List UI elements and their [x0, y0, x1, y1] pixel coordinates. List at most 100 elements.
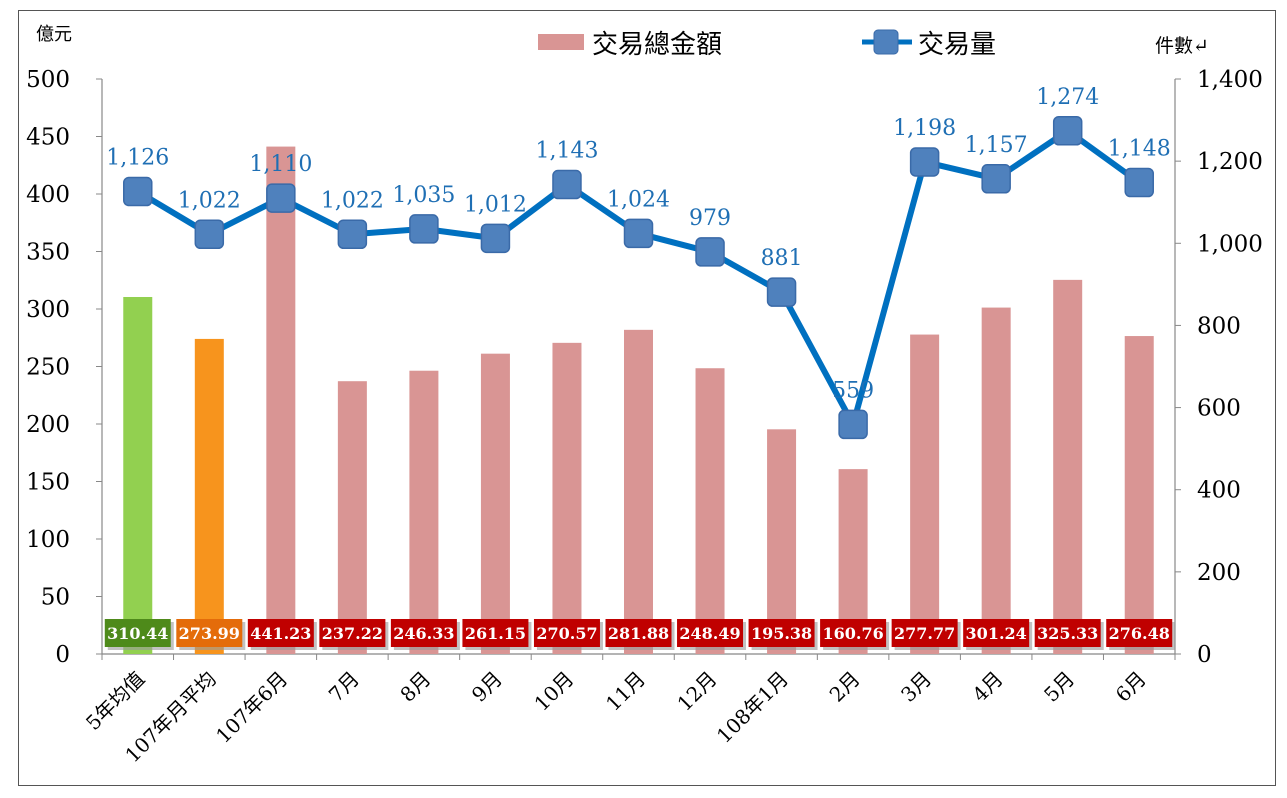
y-left-axis-title: 億元 — [36, 24, 72, 45]
line-data-label: 1,022 — [321, 188, 384, 213]
bar — [123, 296, 153, 654]
legend: 交易總金額 交易量 — [538, 29, 996, 60]
bar-label-box — [1034, 619, 1101, 647]
x-tick-label: 8月 — [395, 667, 435, 707]
bar — [624, 329, 653, 654]
legend-bar-label: 交易總金額 — [592, 30, 722, 60]
y-left-tick-label: 0 — [55, 642, 70, 668]
bar-label-box — [390, 619, 457, 647]
y-left-tick-label: 250 — [26, 355, 70, 381]
bar-data-label: 248.49 — [679, 624, 740, 643]
y-right-tick-label: 1,200 — [1197, 149, 1263, 175]
y-left-tick-label: 450 — [26, 125, 70, 151]
bar-data-label: 160.76 — [822, 624, 883, 643]
bar-label-box — [462, 619, 529, 647]
y-right-tick-label: 1,000 — [1197, 231, 1263, 257]
x-tick-label: 5年均值 — [81, 667, 149, 735]
y-left-tick-label: 200 — [26, 412, 70, 438]
bar-data-label: 261.15 — [465, 624, 526, 643]
y-left-tick-label: 400 — [26, 182, 70, 208]
legend-line-marker — [873, 29, 899, 55]
y-right-tick-label: 800 — [1197, 313, 1241, 339]
bar — [910, 334, 940, 654]
y-right-axis-title: 件數↵ — [1155, 35, 1209, 57]
y-left-tick-label: 350 — [26, 240, 70, 266]
data-labels-group: 1,126 1,022 1,110 1,022 1,035 1,012 1,143 1,024… — [104, 85, 1176, 650]
bar-label-box — [247, 619, 314, 647]
y-right-tick-label: 200 — [1197, 560, 1241, 586]
line-data-label: 1,143 — [535, 139, 598, 164]
x-tick-label: 2月 — [825, 667, 865, 707]
x-tick-label: 6月 — [1111, 667, 1151, 707]
bar-label-box — [891, 619, 958, 647]
x-tick-label: 11月 — [601, 667, 650, 716]
bars-group — [123, 146, 1154, 654]
bar-data-label: 273.99 — [179, 624, 240, 643]
y-left-tick-label: 100 — [26, 527, 70, 553]
bar-data-label: 270.57 — [536, 624, 597, 643]
line-marker — [337, 219, 368, 249]
x-tick-label: 108年1月 — [712, 667, 793, 748]
x-tick-label: 9月 — [467, 667, 507, 707]
line-marker — [552, 169, 582, 200]
bar-label-box — [1106, 619, 1173, 647]
bar-data-label: 310.44 — [107, 624, 168, 643]
line-marker — [1052, 116, 1083, 146]
line-data-label: 1,012 — [464, 192, 527, 217]
line-marker — [909, 147, 940, 177]
y-left-tick-label: 300 — [26, 297, 70, 323]
bar-data-label: 325.33 — [1037, 624, 1098, 643]
bar — [480, 353, 510, 654]
bar — [981, 307, 1011, 654]
bar-label-box — [104, 619, 171, 647]
line-marker — [623, 218, 654, 249]
y-left-tick-label: 50 — [41, 585, 70, 611]
x-tick-label: 5月 — [1039, 667, 1079, 707]
y-left-tick-label: 500 — [26, 67, 70, 93]
bar-data-label: 237.22 — [322, 624, 383, 643]
bar-label-box — [963, 619, 1030, 647]
bar-data-label: 441.23 — [250, 624, 311, 643]
bar-label-box — [605, 619, 672, 647]
bar-label-box — [533, 619, 600, 647]
legend-line-label: 交易量 — [918, 30, 996, 60]
bar-data-label: 276.48 — [1109, 624, 1170, 643]
x-tick-label: 107年6月 — [211, 667, 292, 748]
x-tick-label: 3月 — [896, 667, 936, 707]
bar-data-label: 246.33 — [393, 624, 454, 643]
bar-label-box — [176, 619, 243, 647]
line-marker — [838, 409, 868, 440]
bar — [767, 429, 797, 654]
x-tick-label: 4月 — [968, 667, 1008, 707]
line-data-label: 979 — [689, 206, 731, 231]
line-data-label: 1,148 — [1108, 137, 1171, 162]
x-tick-label: 7月 — [324, 667, 364, 707]
y-right-tick-label: 1,400 — [1197, 67, 1263, 93]
line-marker — [409, 214, 439, 244]
line-data-label: 1,024 — [607, 187, 670, 212]
line-marker — [123, 176, 153, 207]
line-marker — [766, 277, 797, 307]
y-right-tick-label: 600 — [1197, 396, 1241, 422]
bar-label-box — [820, 619, 887, 647]
line-marker — [981, 164, 1011, 194]
bar — [1124, 336, 1154, 654]
bar — [409, 370, 439, 654]
bar — [266, 146, 296, 654]
bar — [1053, 279, 1083, 654]
legend-bar-swatch — [538, 34, 584, 50]
bar-label-box — [677, 619, 744, 647]
line-group — [123, 116, 1154, 440]
line-data-label: 1,110 — [249, 152, 312, 177]
line-data-label: 1,157 — [965, 133, 1028, 158]
x-tick-label: 10月 — [529, 667, 578, 716]
x-tick-label: 12月 — [672, 667, 721, 716]
line-data-label: 559 — [832, 378, 874, 403]
line-data-label: 1,035 — [392, 183, 455, 208]
line-data-label: 1,274 — [1036, 85, 1099, 110]
line-marker — [480, 223, 511, 254]
line-marker — [695, 237, 725, 267]
line-marker — [1124, 167, 1154, 198]
